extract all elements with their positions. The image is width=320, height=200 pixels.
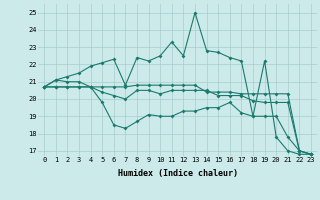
X-axis label: Humidex (Indice chaleur): Humidex (Indice chaleur) xyxy=(118,169,238,178)
